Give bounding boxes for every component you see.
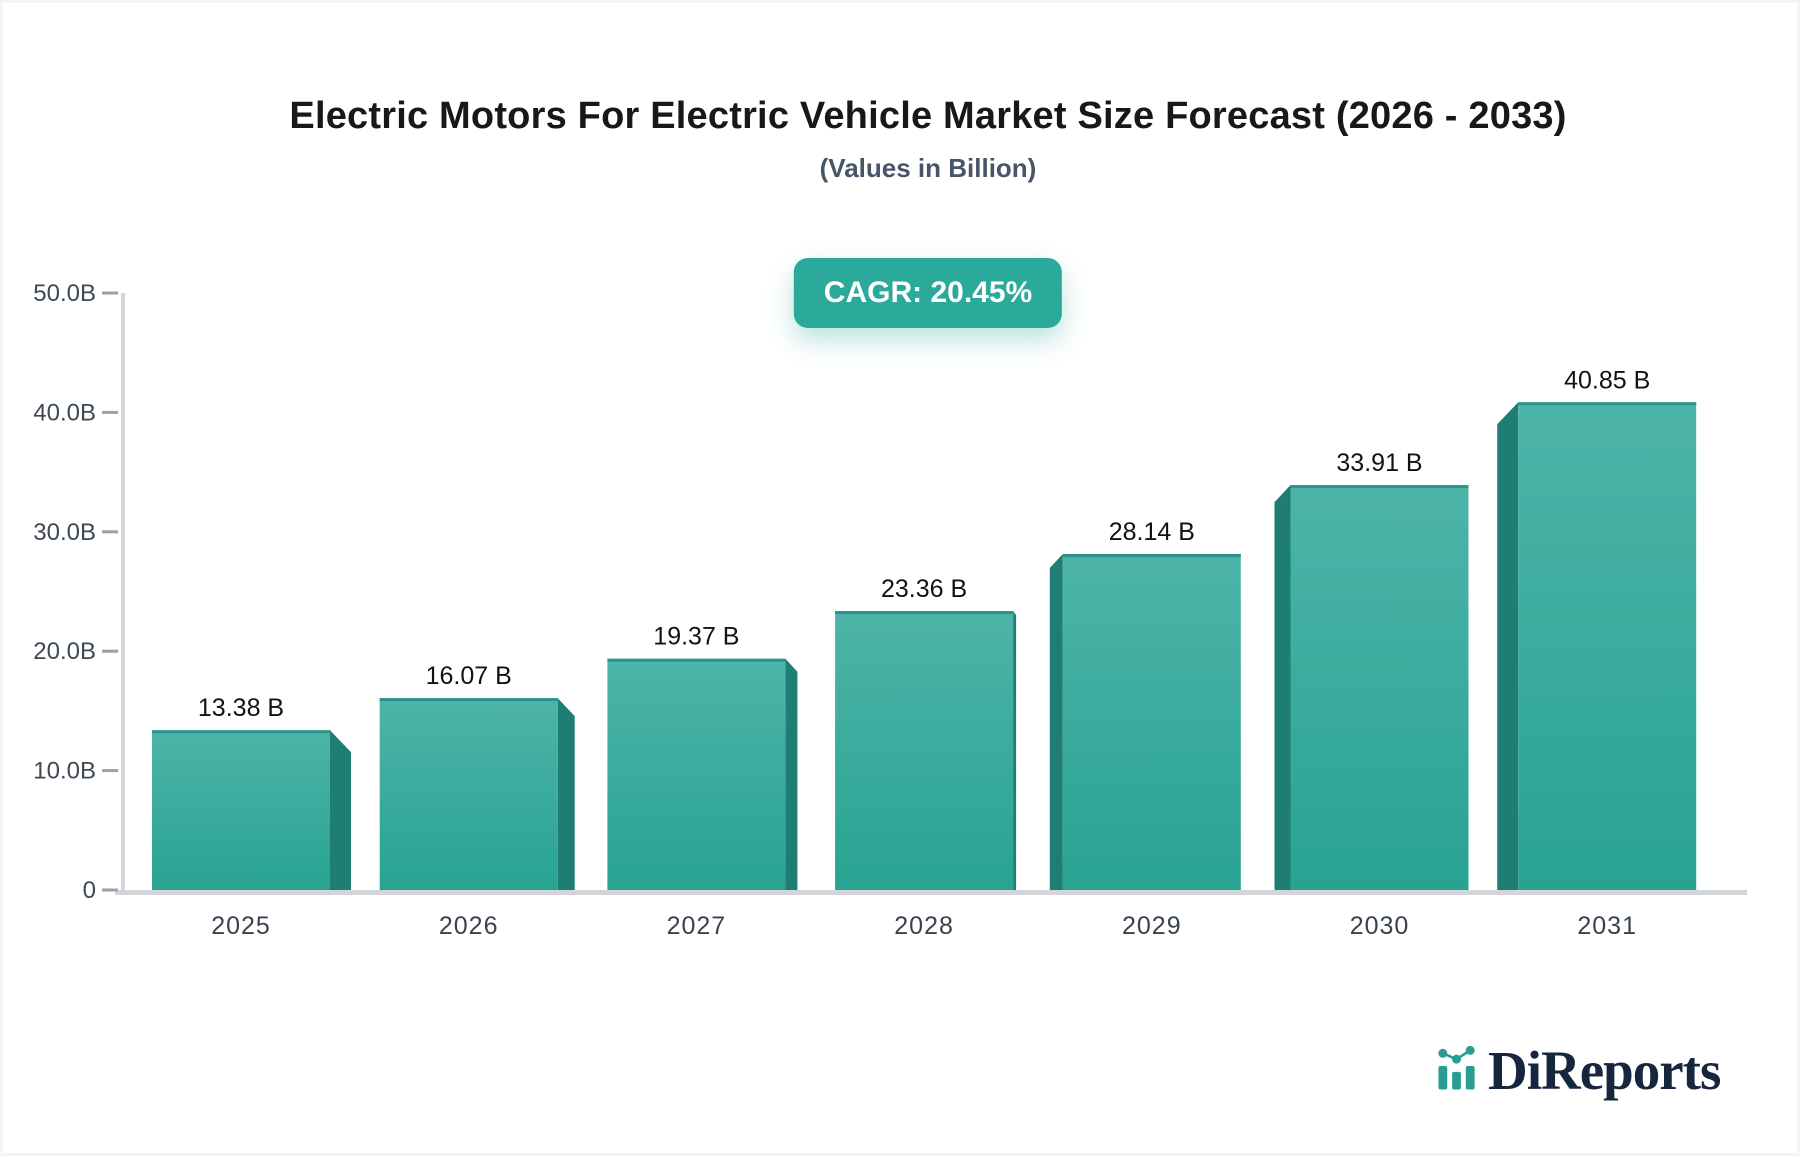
x-tick-label: 2025 bbox=[211, 912, 271, 940]
y-tick-label: 20.0B bbox=[33, 638, 96, 665]
bar-2027[interactable] bbox=[607, 658, 786, 890]
bar-side-2026 bbox=[557, 698, 575, 890]
bar-side-2029 bbox=[1049, 554, 1063, 890]
bar-chart: 50.0B 40.0B 30.0B 20.0B 10.0B 0 13.38 B 2025 16.… bbox=[33, 280, 1747, 940]
bar-2029[interactable] bbox=[1062, 554, 1241, 890]
x-tick-label: 2029 bbox=[1122, 912, 1182, 940]
bar-top-edge bbox=[379, 698, 558, 702]
bar-value-label: 28.14 B bbox=[1109, 518, 1195, 546]
bar-2025[interactable] bbox=[152, 730, 330, 890]
x-tick-label: 2027 bbox=[667, 912, 727, 940]
y-tick-label: 0 bbox=[83, 877, 96, 904]
bar-value-label: 16.07 B bbox=[426, 662, 512, 690]
bar-top-edge bbox=[1518, 402, 1697, 406]
bar-top-edge bbox=[152, 730, 330, 734]
bar-value-label: 23.36 B bbox=[881, 575, 967, 603]
y-tick-label: 50.0B bbox=[33, 280, 96, 307]
bar-value-label: 40.85 B bbox=[1564, 366, 1650, 394]
x-axis-line bbox=[115, 890, 1747, 895]
bar-top-edge bbox=[607, 658, 786, 662]
y-tick-mark bbox=[102, 649, 118, 653]
bar-value-label: 33.91 B bbox=[1336, 449, 1422, 477]
chart-title: Electric Motors For Electric Vehicle Mar… bbox=[289, 95, 1567, 137]
bar-side-2028 bbox=[1013, 611, 1017, 890]
y-tick-mark bbox=[102, 769, 118, 773]
direports-logo: DiReports bbox=[1436, 1040, 1721, 1101]
x-tick-label: 2031 bbox=[1577, 912, 1637, 940]
y-tick-label: 10.0B bbox=[33, 758, 96, 785]
y-tick-mark bbox=[102, 291, 118, 295]
y-tick-mark bbox=[102, 530, 118, 534]
y-axis-line bbox=[121, 293, 125, 890]
y-tick-mark bbox=[102, 410, 118, 414]
cagr-badge: CAGR: 20.45% bbox=[793, 258, 1063, 328]
bar-2030[interactable] bbox=[1290, 485, 1469, 890]
bar-value-label: 19.37 B bbox=[653, 623, 739, 651]
bar-side-2025 bbox=[330, 730, 351, 890]
bar-top-edge bbox=[1290, 485, 1469, 489]
bar-2026[interactable] bbox=[379, 698, 558, 890]
bar-side-2030 bbox=[1274, 485, 1291, 890]
x-tick-label: 2028 bbox=[894, 912, 954, 940]
x-tick-label: 2026 bbox=[439, 912, 499, 940]
chart-subtitle: (Values in Billion) bbox=[819, 153, 1037, 183]
y-tick-label: 30.0B bbox=[33, 519, 96, 546]
bar-top-edge bbox=[835, 611, 1014, 615]
logo-text: DiReports bbox=[1488, 1040, 1721, 1101]
bar-side-2031 bbox=[1497, 402, 1519, 890]
bar-chart-trendline-icon bbox=[1438, 1045, 1475, 1090]
bar-side-2027 bbox=[785, 658, 798, 890]
y-tick-label: 40.0B bbox=[33, 399, 96, 426]
bar-value-label: 13.38 B bbox=[198, 694, 284, 722]
bar-2031[interactable] bbox=[1518, 402, 1697, 890]
bar-top-edge bbox=[1062, 554, 1241, 558]
y-tick-mark bbox=[102, 888, 118, 892]
x-tick-label: 2030 bbox=[1350, 912, 1410, 940]
bar-2028[interactable] bbox=[835, 611, 1014, 890]
